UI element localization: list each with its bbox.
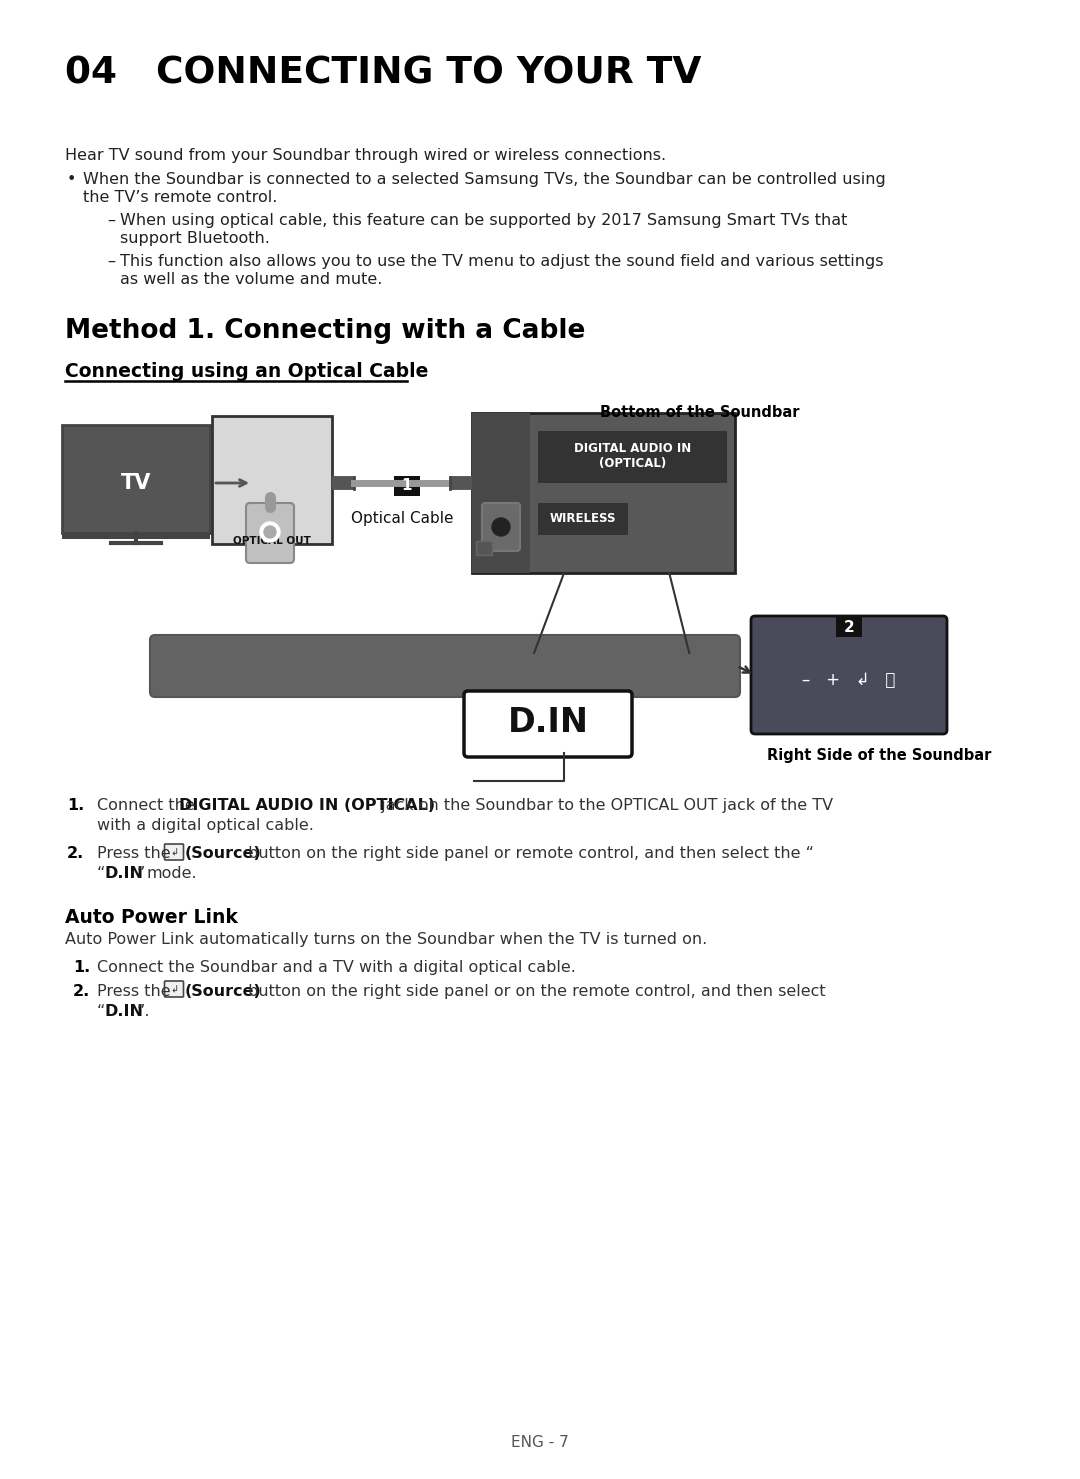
Text: (Source): (Source)	[185, 846, 261, 861]
Text: with a digital optical cable.: with a digital optical cable.	[97, 818, 314, 833]
Text: OPTICAL OUT: OPTICAL OUT	[233, 535, 311, 546]
Text: Press the: Press the	[97, 846, 176, 861]
Text: 1: 1	[402, 479, 413, 494]
Bar	[212, 416, 332, 544]
FancyBboxPatch shape	[751, 615, 947, 734]
Circle shape	[260, 522, 280, 541]
Text: Press the: Press the	[97, 984, 176, 998]
Text: Connect the: Connect the	[97, 799, 200, 813]
Text: jack on the Soundbar to the OPTICAL OUT jack of the TV: jack on the Soundbar to the OPTICAL OUT …	[376, 799, 833, 813]
Text: the TV’s remote control.: the TV’s remote control.	[83, 189, 278, 206]
FancyBboxPatch shape	[164, 845, 184, 859]
Text: 2.: 2.	[67, 846, 84, 861]
Text: This function also allows you to use the TV menu to adjust the sound field and v: This function also allows you to use the…	[120, 254, 883, 269]
FancyBboxPatch shape	[464, 691, 632, 757]
Text: DIGITAL AUDIO IN
(OPTICAL): DIGITAL AUDIO IN (OPTICAL)	[573, 442, 691, 470]
Bar	[472, 413, 735, 572]
Text: When using optical cable, this feature can be supported by 2017 Samsung Smart TV: When using optical cable, this feature c…	[120, 213, 848, 228]
Text: Connecting using an Optical Cable: Connecting using an Optical Cable	[65, 362, 429, 382]
Bar	[538, 430, 727, 484]
FancyBboxPatch shape	[482, 503, 519, 552]
Bar	[476, 541, 492, 555]
Text: 1.: 1.	[67, 799, 84, 813]
FancyBboxPatch shape	[164, 981, 184, 997]
Text: –   +   ↲   ⏻: – + ↲ ⏻	[802, 671, 895, 689]
Bar	[472, 413, 530, 572]
Bar	[836, 617, 862, 637]
Text: button on the right side panel or remote control, and then select the “: button on the right side panel or remote…	[243, 846, 814, 861]
Text: TV: TV	[121, 473, 151, 493]
FancyBboxPatch shape	[246, 503, 294, 563]
Text: D.IN: D.IN	[105, 1004, 144, 1019]
FancyBboxPatch shape	[150, 634, 740, 697]
Text: Hear TV sound from your Soundbar through wired or wireless connections.: Hear TV sound from your Soundbar through…	[65, 148, 666, 163]
Bar	[62, 532, 210, 538]
Text: D.IN: D.IN	[508, 707, 589, 740]
Text: button on the right side panel or on the remote control, and then select: button on the right side panel or on the…	[243, 984, 825, 998]
Text: D.IN: D.IN	[105, 867, 144, 881]
Text: ↲: ↲	[170, 847, 178, 856]
Text: ”.: ”.	[137, 1004, 150, 1019]
Text: ENG - 7: ENG - 7	[511, 1435, 569, 1449]
Text: Right Side of the Soundbar: Right Side of the Soundbar	[767, 748, 991, 763]
Text: as well as the volume and mute.: as well as the volume and mute.	[120, 272, 382, 287]
Text: Bottom of the Soundbar: Bottom of the Soundbar	[600, 405, 800, 420]
Text: Method 1. Connecting with a Cable: Method 1. Connecting with a Cable	[65, 318, 585, 345]
Bar	[62, 424, 210, 532]
Text: 1.: 1.	[73, 960, 91, 975]
Text: Optical Cable: Optical Cable	[351, 512, 454, 527]
Text: “: “	[97, 867, 106, 881]
Text: “: “	[97, 1004, 106, 1019]
Text: Auto Power Link automatically turns on the Soundbar when the TV is turned on.: Auto Power Link automatically turns on t…	[65, 932, 707, 947]
Text: support Bluetooth.: support Bluetooth.	[120, 231, 270, 246]
Text: Connect the Soundbar and a TV with a digital optical cable.: Connect the Soundbar and a TV with a dig…	[97, 960, 576, 975]
Text: 04   CONNECTING TO YOUR TV: 04 CONNECTING TO YOUR TV	[65, 55, 701, 92]
Text: mode.: mode.	[146, 867, 197, 881]
Text: –: –	[107, 254, 114, 269]
Circle shape	[264, 527, 276, 538]
Text: Auto Power Link: Auto Power Link	[65, 908, 238, 927]
Text: •: •	[67, 172, 77, 186]
Text: ”: ”	[137, 867, 146, 881]
Text: (Source): (Source)	[185, 984, 261, 998]
Text: WIRELESS: WIRELESS	[550, 512, 617, 525]
Text: –: –	[107, 213, 114, 228]
Text: 2.: 2.	[73, 984, 91, 998]
Bar	[394, 476, 420, 495]
Circle shape	[492, 518, 510, 535]
Text: 2: 2	[843, 620, 854, 634]
Bar	[538, 503, 627, 535]
Text: ↲: ↲	[170, 984, 178, 994]
Text: When the Soundbar is connected to a selected Samsung TVs, the Soundbar can be co: When the Soundbar is connected to a sele…	[83, 172, 886, 186]
Text: DIGITAL AUDIO IN (OPTICAL): DIGITAL AUDIO IN (OPTICAL)	[179, 799, 435, 813]
